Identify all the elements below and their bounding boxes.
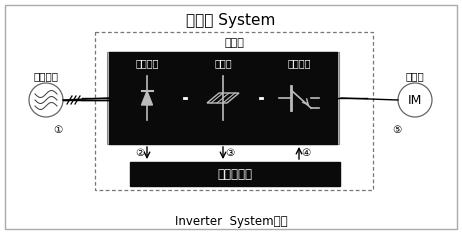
- Text: 제어회로부: 제어회로부: [218, 168, 253, 181]
- Bar: [107, 52, 339, 144]
- Text: ⑤: ⑤: [392, 125, 401, 135]
- Text: ③: ③: [225, 148, 234, 158]
- Text: ②: ②: [136, 148, 145, 158]
- Circle shape: [398, 83, 432, 117]
- Text: 주회로: 주회로: [224, 38, 244, 48]
- Bar: [185, 52, 261, 144]
- Bar: [109, 52, 185, 144]
- Text: IM: IM: [408, 93, 422, 106]
- Bar: [261, 52, 337, 144]
- Text: 상용전원: 상용전원: [34, 71, 59, 81]
- Text: 인버터부: 인버터부: [287, 58, 311, 68]
- Bar: [130, 162, 340, 186]
- Text: ①: ①: [54, 125, 63, 135]
- Text: 인버터 System: 인버터 System: [186, 13, 276, 28]
- Text: ④: ④: [301, 148, 310, 158]
- Text: 평활부: 평활부: [214, 58, 232, 68]
- Text: 컨버터부: 컨버터부: [135, 58, 159, 68]
- Text: 전동기: 전동기: [406, 71, 425, 81]
- Bar: [95, 32, 373, 190]
- Text: Inverter  System구성: Inverter System구성: [175, 215, 287, 228]
- Circle shape: [29, 83, 63, 117]
- Polygon shape: [141, 91, 152, 105]
